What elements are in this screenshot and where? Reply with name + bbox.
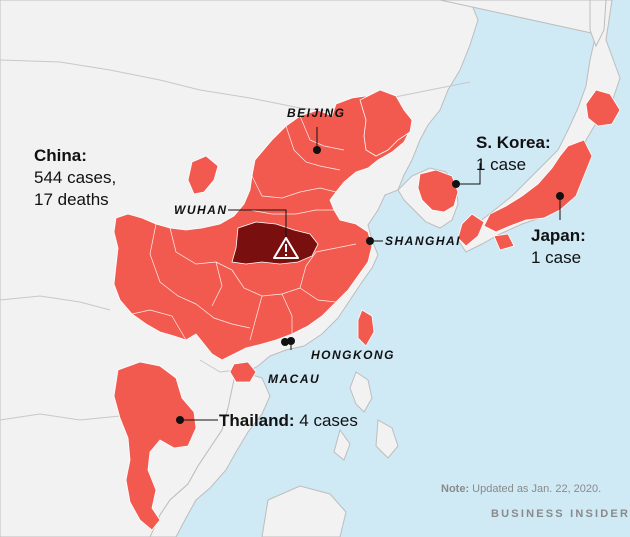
macau-marker: [281, 338, 289, 346]
shanghai-marker: [366, 237, 374, 245]
thailand-marker: [176, 416, 184, 424]
china-deaths: 17 deaths: [34, 190, 109, 209]
beijing-label: BEIJING: [287, 106, 346, 120]
japan-affected-region: [457, 89, 621, 251]
borneo-land: [261, 485, 347, 537]
china-name: China:: [34, 146, 87, 165]
border-lines: [0, 59, 471, 421]
taiwan-island: [357, 309, 375, 347]
hongkong-label: HONGKONG: [311, 348, 395, 362]
thailand-cases: 4 cases: [299, 411, 358, 430]
note-text: Updated as Jan. 22, 2020.: [472, 483, 602, 495]
hongkong-marker: [287, 337, 295, 345]
hubei-epicenter-region: [231, 221, 319, 265]
beijing-marker: [313, 146, 321, 154]
wuhan-label: WUHAN: [174, 203, 228, 217]
update-note: Note: Updated as Jan. 22, 2020.: [441, 483, 601, 495]
warning-triangle-icon: [273, 237, 299, 259]
sakhalin-land: [589, 0, 607, 48]
thailand-affected-region: [113, 361, 197, 531]
note-label: Note:: [441, 483, 470, 495]
callout-lines: [180, 127, 561, 421]
province-lines: [131, 115, 357, 341]
china-west-region: [187, 155, 219, 195]
shanghai-label: SHANGHAI: [385, 234, 462, 248]
japan-name: Japan:: [531, 226, 586, 245]
japan-label: Japan: 1 case: [531, 225, 586, 269]
skorea-name: S. Korea:: [476, 133, 551, 152]
japan-cases: 1 case: [531, 248, 582, 267]
china-label: China: 544 cases, 17 deaths: [34, 145, 116, 211]
thailand-label: Thailand: 4 cases: [219, 410, 358, 432]
skorea-affected-region: [417, 169, 459, 213]
indochina-land: [149, 369, 271, 537]
skorea-cases: 1 case: [476, 155, 527, 174]
brand-logo: BUSINESS INSIDER: [491, 508, 630, 520]
philippines-land: [333, 371, 399, 461]
hainan-island: [229, 361, 257, 383]
china-cases: 544 cases,: [34, 168, 117, 187]
thailand-name: Thailand:: [219, 411, 295, 430]
china-northeast-region: [359, 89, 413, 157]
macau-label: MACAU: [268, 372, 321, 386]
skorea-label: S. Korea: 1 case: [476, 132, 551, 176]
skorea-marker: [452, 180, 460, 188]
japan-marker: [556, 192, 564, 200]
